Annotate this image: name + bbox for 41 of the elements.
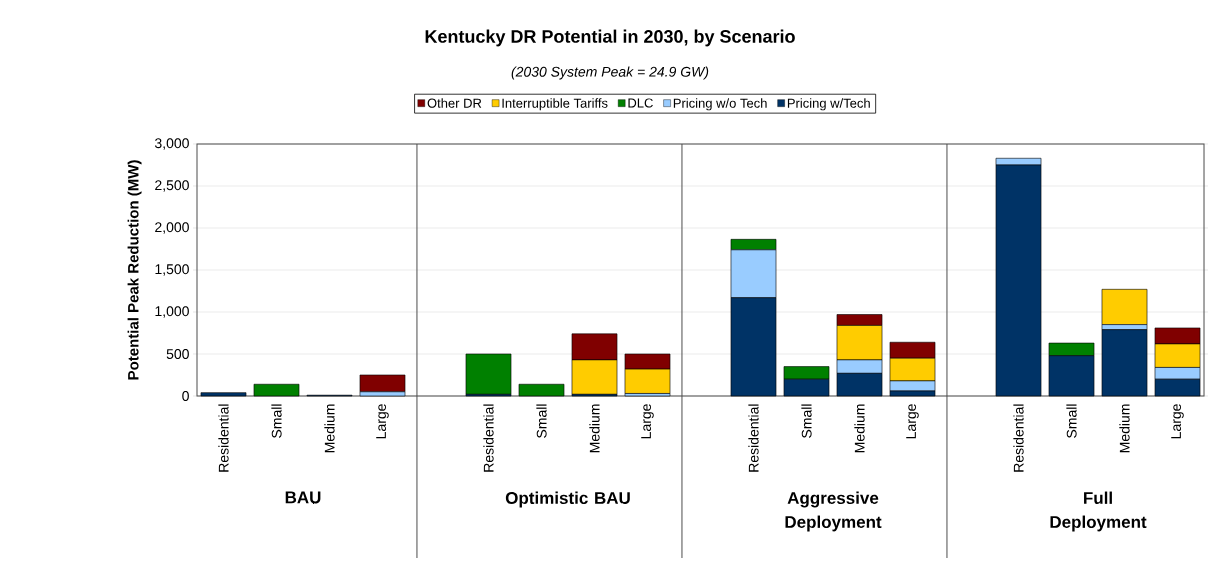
legend-label: Pricing w/o Tech [673, 98, 767, 111]
x-tick-label: Residential [748, 404, 759, 472]
y-tick-label: 0 [182, 391, 189, 401]
bar [465, 353, 512, 395]
x-tick-label: Small [271, 404, 282, 438]
y-tick-label: 2,500 [155, 180, 189, 192]
x-tick-label: Medium [589, 404, 600, 453]
x-tick-label: Medium [324, 404, 335, 453]
x-tick-label: Large [641, 404, 654, 439]
x-tick-label: Large [1171, 404, 1184, 439]
y-tick-label: 3,000 [154, 138, 189, 150]
x-tick-label: Residential [1013, 404, 1024, 472]
text: Aggressive Deployment [785, 491, 882, 532]
chart-subtitle: (2030 System Peak = 24.9 GW) [511, 66, 709, 80]
text: BAU [285, 491, 321, 504]
legend-label: Other DR [427, 98, 482, 108]
x-tick-label: Small [536, 404, 547, 438]
y-tick-label: 500 [166, 349, 189, 359]
text: Optimistic BAU [505, 491, 630, 508]
y-tick-label: 1,000 [155, 306, 189, 318]
x-tick-label: Residential [218, 404, 229, 472]
bar [518, 383, 565, 397]
legend-label: Interruptible Tariffs [502, 98, 608, 111]
text: Full Deployment [1050, 491, 1147, 532]
legend-label: Pricing w/Tech [787, 98, 870, 111]
bar [253, 383, 300, 397]
y-tick-label: 1,500 [155, 264, 189, 276]
y-axis-title: Potential Peak Reduction (MW) [127, 160, 142, 380]
bar [200, 392, 247, 397]
x-tick-label: Small [1066, 404, 1077, 438]
bar [359, 374, 406, 393]
x-tick-label: Large [906, 404, 919, 439]
legend-label: DLC [628, 98, 653, 108]
x-tick-label: Large [376, 404, 389, 439]
chart-title: Kentucky DR Potential in 2030, by Scenario [425, 29, 795, 47]
x-tick-label: Medium [854, 404, 865, 453]
x-tick-label: Residential [483, 404, 494, 472]
y-tick-label: 2,000 [155, 222, 189, 234]
x-tick-label: Small [801, 404, 812, 438]
bar [1101, 289, 1148, 325]
x-tick-label: Medium [1119, 404, 1130, 453]
